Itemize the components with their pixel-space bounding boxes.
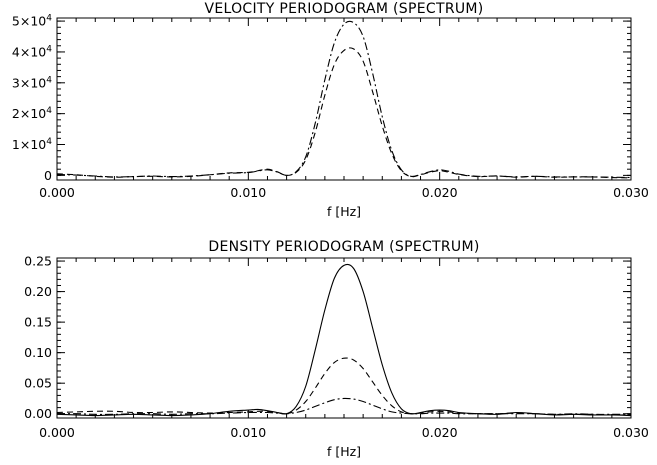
velocity-series-dash-dot-line bbox=[56, 20, 632, 179]
y-tick-label: 3×104 bbox=[12, 75, 52, 90]
velocity-plot-frame bbox=[56, 17, 632, 181]
velocity-periodogram-panel: VELOCITY PERIODOGRAM (SPECTRUM) 0.000 0.01… bbox=[12, 1, 649, 219]
y-tick-label: 1×104 bbox=[12, 137, 52, 152]
y-tick-label: 0.10 bbox=[24, 345, 52, 360]
x-tick-label: 0.000 bbox=[39, 185, 75, 200]
density-x-axis-label: f [Hz] bbox=[327, 444, 361, 459]
x-tick-label: 0.010 bbox=[230, 425, 266, 440]
x-tick-label: 0.010 bbox=[230, 185, 266, 200]
velocity-x-axis-label: f [Hz] bbox=[327, 204, 361, 219]
y-tick-label: 0.25 bbox=[24, 254, 52, 269]
density-series-dashed-line bbox=[56, 357, 632, 416]
y-tick-label: 2×104 bbox=[12, 106, 52, 121]
y-tick-label: 5×104 bbox=[12, 14, 52, 29]
density-plot-frame bbox=[56, 257, 632, 419]
x-tick-label: 0.030 bbox=[613, 185, 649, 200]
y-tick-label: 4×104 bbox=[12, 44, 52, 59]
density-title: DENSITY PERIODOGRAM (SPECTRUM) bbox=[208, 239, 479, 255]
y-tick-label: 0.15 bbox=[24, 315, 52, 330]
density-series-dash-dot-line bbox=[56, 397, 631, 415]
velocity-series-dashed-line bbox=[56, 47, 632, 179]
velocity-title: VELOCITY PERIODOGRAM (SPECTRUM) bbox=[204, 1, 483, 17]
density-series-solid-line bbox=[56, 263, 632, 417]
y-tick-label: 0.05 bbox=[24, 376, 52, 391]
x-tick-label: 0.020 bbox=[422, 185, 458, 200]
x-tick-label: 0.000 bbox=[39, 425, 75, 440]
y-tick-label: 0 bbox=[44, 168, 52, 183]
density-periodogram-panel: DENSITY PERIODOGRAM (SPECTRUM) 0.000 0.010… bbox=[24, 239, 649, 459]
x-tick-label: 0.020 bbox=[422, 425, 458, 440]
y-tick-label: 0.20 bbox=[24, 284, 52, 299]
x-tick-label: 0.030 bbox=[613, 425, 649, 440]
y-tick-label: 0.00 bbox=[24, 406, 52, 421]
